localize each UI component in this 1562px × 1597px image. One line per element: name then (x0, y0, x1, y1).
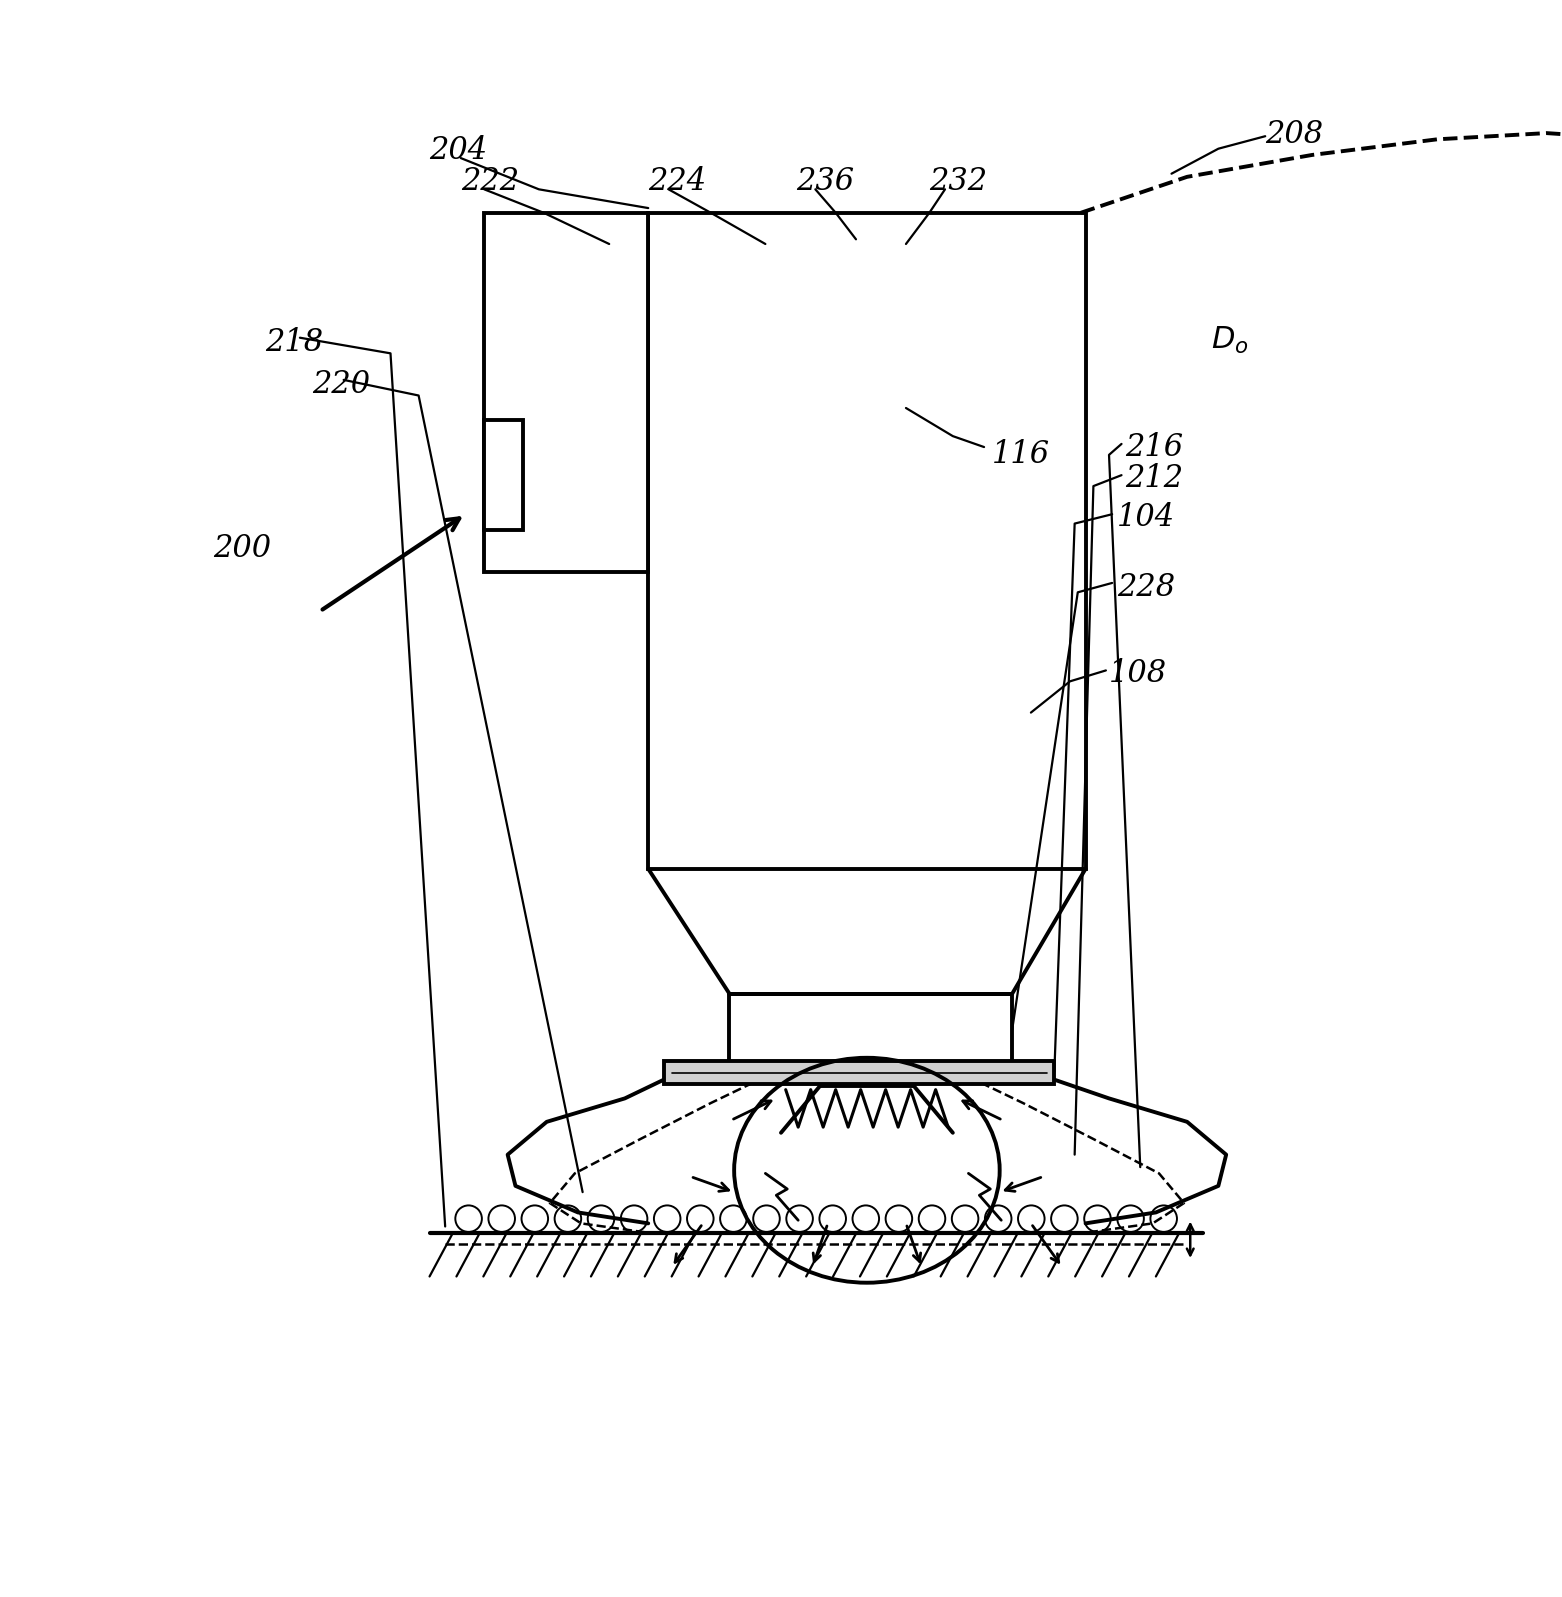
Bar (648, 212, 1086, 869)
Text: 104: 104 (1117, 501, 1175, 533)
Text: 228: 228 (1117, 572, 1175, 604)
Text: 232: 232 (929, 166, 987, 196)
Bar (729, 993, 1012, 1064)
Text: 212: 212 (1125, 463, 1182, 493)
Text: 222: 222 (461, 166, 519, 196)
Text: 218: 218 (266, 327, 323, 358)
Bar (484, 212, 648, 572)
Text: 224: 224 (648, 166, 706, 196)
Text: 108: 108 (1109, 658, 1167, 688)
Text: 236: 236 (797, 166, 854, 196)
Text: 220: 220 (312, 369, 370, 401)
Text: 204: 204 (430, 134, 487, 166)
Bar (664, 1060, 1054, 1084)
Text: 208: 208 (1265, 120, 1323, 150)
Text: 116: 116 (992, 439, 1050, 471)
Text: 216: 216 (1125, 431, 1182, 463)
Text: $D_o$: $D_o$ (1211, 326, 1248, 356)
Text: 200: 200 (212, 533, 272, 564)
Bar (484, 420, 523, 530)
